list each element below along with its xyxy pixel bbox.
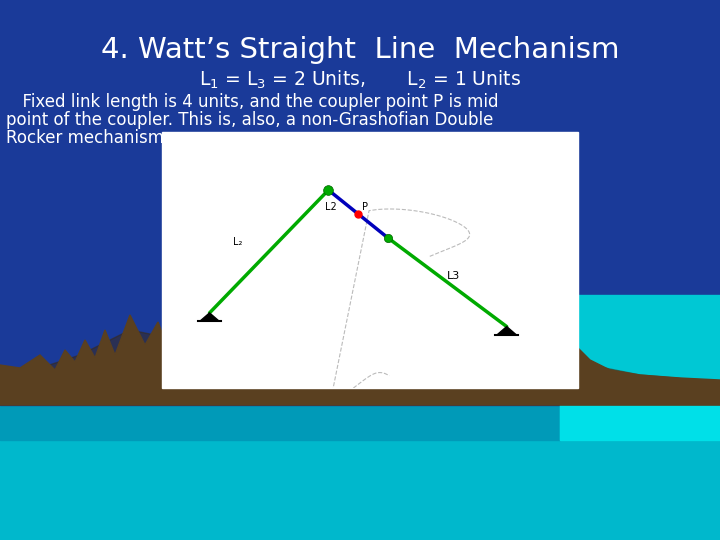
Polygon shape xyxy=(0,292,720,405)
Bar xyxy=(560,380,720,440)
Polygon shape xyxy=(200,313,219,321)
Text: L₂: L₂ xyxy=(233,237,243,247)
Bar xyxy=(0,390,720,540)
Bar xyxy=(0,400,720,428)
Text: L2: L2 xyxy=(325,202,337,212)
Bar xyxy=(0,428,720,456)
Bar xyxy=(0,512,720,540)
Text: L$_1$ = L$_3$ = 2 Units,       L$_2$ = 1 Units: L$_1$ = L$_3$ = 2 Units, L$_2$ = 1 Units xyxy=(199,69,521,91)
Bar xyxy=(560,295,720,440)
Bar xyxy=(0,380,720,440)
Bar xyxy=(0,484,720,512)
Text: point of the coupler. This is, also, a non-Grashofian Double: point of the coupler. This is, also, a n… xyxy=(6,111,493,129)
Text: Fixed link length is 4 units, and the coupler point P is mid: Fixed link length is 4 units, and the co… xyxy=(12,93,498,111)
Polygon shape xyxy=(0,305,720,405)
Text: 4. Watt’s Straight  Line  Mechanism: 4. Watt’s Straight Line Mechanism xyxy=(101,36,619,64)
Bar xyxy=(162,132,578,388)
Text: P: P xyxy=(361,202,368,212)
Text: L3: L3 xyxy=(447,271,461,281)
Bar xyxy=(0,0,720,405)
Bar xyxy=(0,456,720,484)
Text: Rocker mechanism.: Rocker mechanism. xyxy=(6,129,169,147)
Polygon shape xyxy=(498,327,516,335)
